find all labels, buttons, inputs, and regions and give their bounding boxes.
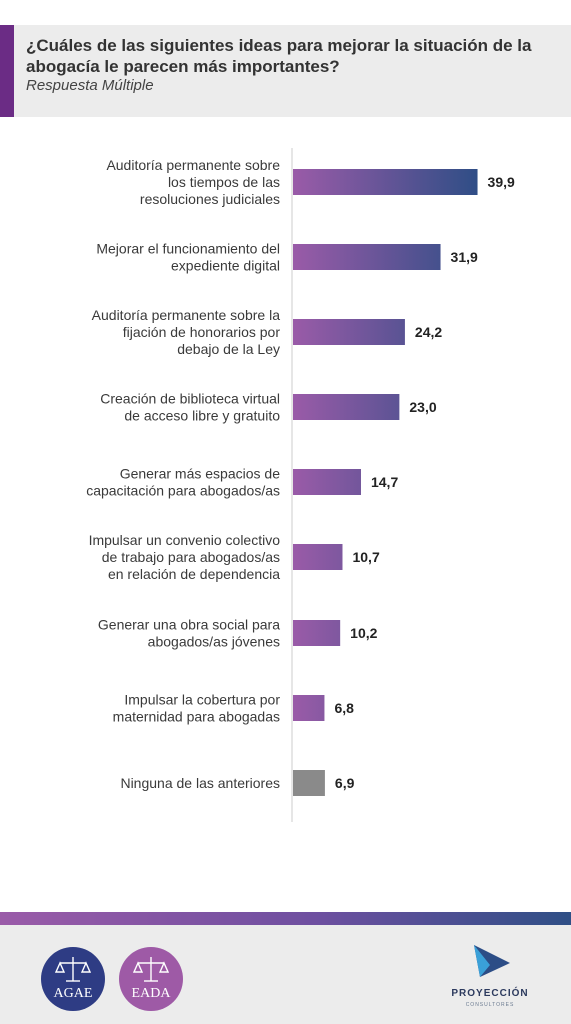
bar-4 bbox=[293, 469, 361, 495]
bar-6 bbox=[293, 620, 341, 646]
category-label-8: Ninguna de las anteriores bbox=[120, 775, 280, 791]
value-label-7: 6,8 bbox=[334, 700, 354, 716]
eada-logo-text: EADA bbox=[131, 986, 171, 1001]
page-subtitle: Respuesta Múltiple bbox=[26, 77, 154, 94]
scales-icon bbox=[55, 957, 91, 982]
bar-8 bbox=[293, 770, 325, 796]
header: ¿Cuáles de las siguientes ideas para mej… bbox=[0, 25, 571, 117]
category-label-line: capacitación para abogados/as bbox=[86, 483, 280, 499]
category-label-line: Impulsar un convenio colectivo bbox=[89, 532, 281, 548]
header-accent-bar bbox=[0, 25, 14, 117]
value-label-3: 23,0 bbox=[409, 399, 436, 415]
category-label-3: Creación de biblioteca virtual de acceso … bbox=[100, 391, 280, 424]
eada-logo: EADA bbox=[119, 947, 183, 1011]
scales-icon bbox=[133, 957, 169, 982]
bar-1 bbox=[293, 244, 441, 270]
category-label-line: maternidad para abogadas bbox=[113, 709, 280, 725]
category-label-6: Generar una obra social para abogados/as … bbox=[98, 617, 280, 650]
category-label-line: resoluciones judiciales bbox=[140, 191, 280, 207]
agae-logo: AGAE bbox=[41, 947, 105, 1011]
proyeccion-logo: PROYECCIÓN CONSULTORES bbox=[430, 941, 550, 1021]
category-label-7: Impulsar la cobertura por maternidad para… bbox=[113, 692, 281, 725]
footer-stripe bbox=[0, 912, 571, 925]
category-label-line: de trabajo para abogados/as bbox=[102, 549, 280, 565]
bar-7 bbox=[293, 695, 325, 721]
category-label-line: debajo de la Ley bbox=[177, 341, 280, 357]
category-label-line: los tiempos de las bbox=[168, 174, 280, 190]
category-label-line: expediente digital bbox=[171, 258, 280, 274]
bar-5 bbox=[293, 544, 343, 570]
category-label-line: de acceso libre y gratuito bbox=[124, 408, 280, 424]
category-label-line: fijación de honorarios por bbox=[123, 324, 281, 340]
category-label-line: Generar más espacios de bbox=[120, 466, 281, 482]
category-label-line: Creación de biblioteca virtual bbox=[100, 391, 280, 407]
category-label-5: Impulsar un convenio colectivo de trabajo… bbox=[89, 532, 281, 582]
category-label-line: abogados/as jóvenes bbox=[148, 634, 280, 650]
bar-0 bbox=[293, 169, 478, 195]
category-label-2: Auditoría permanente sobre la fijación de… bbox=[92, 307, 281, 357]
value-label-2: 24,2 bbox=[415, 324, 442, 340]
arrow-logo-icon bbox=[474, 945, 510, 977]
brand-name: PROYECCIÓN bbox=[451, 988, 529, 999]
page-title: ¿Cuáles de las siguientes ideas para mej… bbox=[26, 36, 532, 76]
bar-3 bbox=[293, 394, 400, 420]
value-label-0: 39,9 bbox=[488, 174, 515, 190]
value-label-1: 31,9 bbox=[451, 249, 478, 265]
category-label-line: Mejorar el funcionamiento del bbox=[96, 241, 280, 257]
value-label-8: 6,9 bbox=[335, 775, 355, 791]
category-label-4: Generar más espacios de capacitación para… bbox=[86, 466, 280, 499]
bar-chart: 39,9 Auditoría permanente sobre los tiempo… bbox=[86, 148, 515, 822]
value-label-4: 14,7 bbox=[371, 474, 398, 490]
value-label-6: 10,2 bbox=[350, 625, 377, 641]
category-label-1: Mejorar el funcionamiento del expediente … bbox=[96, 241, 280, 274]
category-label-line: Generar una obra social para bbox=[98, 617, 280, 633]
category-label-line: Auditoría permanente sobre la bbox=[92, 307, 281, 323]
category-label-line: en relación de dependencia bbox=[108, 566, 280, 582]
category-label-line: Auditoría permanente sobre bbox=[106, 157, 280, 173]
category-label-line: Impulsar la cobertura por bbox=[124, 692, 280, 708]
bar-2 bbox=[293, 319, 405, 345]
value-label-5: 10,7 bbox=[352, 549, 379, 565]
footer: AGAE EADA PROYECCIÓN CONSULTORES bbox=[0, 925, 571, 1024]
category-label-0: Auditoría permanente sobre los tiempos de… bbox=[106, 157, 280, 207]
agae-logo-text: AGAE bbox=[53, 986, 93, 1001]
category-label-line: Ninguna de las anteriores bbox=[120, 775, 280, 791]
brand-subtitle: CONSULTORES bbox=[465, 1002, 515, 1008]
